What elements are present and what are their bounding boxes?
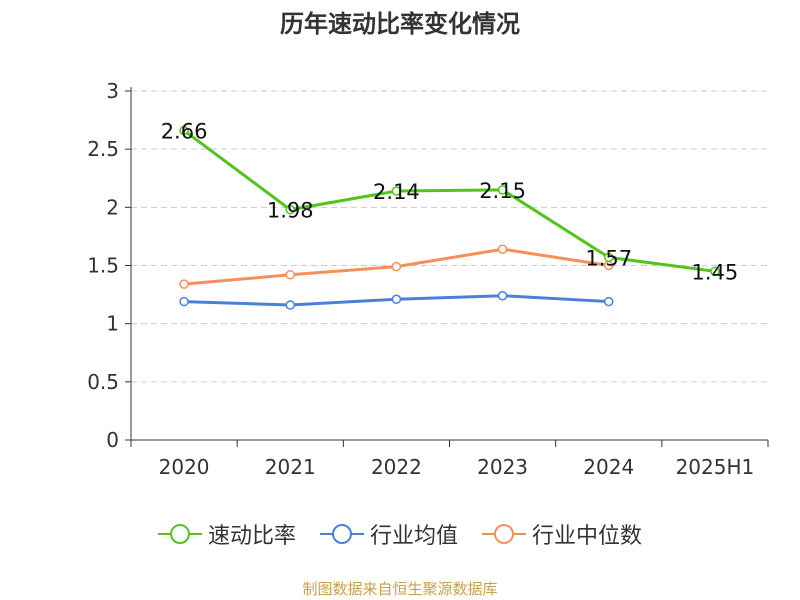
y-tick-label: 1.5 [87, 254, 119, 278]
legend: 速动比率 行业均值 行业中位数 [0, 518, 800, 550]
source-note: 制图数据来自恒生聚源数据库 [302, 580, 498, 598]
legend-marker-quick-ratio [157, 524, 202, 544]
legend-marker-industry-median [482, 524, 526, 544]
chart-title: 历年速动比率变化情况 [280, 10, 520, 38]
data-point [497, 244, 508, 254]
grid-lines [131, 90, 768, 383]
x-tick-label: 2021 [265, 455, 316, 479]
data-label: 1.98 [267, 199, 314, 223]
data-point [285, 300, 295, 310]
y-tick-label: 3 [106, 79, 119, 103]
x-tick-label: 2022 [371, 455, 422, 479]
legend-marker-industry-mean [319, 524, 364, 544]
legend-item-industry-median[interactable]: 行业中位数 [482, 518, 642, 550]
data-point [604, 296, 614, 307]
data-point [285, 204, 295, 215]
legend-item-industry-mean[interactable]: 行业均值 [319, 518, 458, 550]
y-tick-label: 1 [106, 312, 119, 336]
data-point [497, 290, 508, 301]
y-tick-label: 2 [106, 195, 119, 219]
data-point [285, 270, 295, 280]
series-line [183, 129, 716, 273]
legend-label: 行业中位数 [532, 524, 643, 549]
x-tick-label: 2024 [583, 455, 634, 479]
data-point [391, 186, 402, 196]
data-label: 2.66 [161, 120, 208, 144]
data-label: 1.57 [585, 246, 632, 270]
x-tick-label: 2020 [159, 455, 210, 479]
data-point [391, 261, 402, 272]
legend-item-quick-ratio[interactable]: 速动比率 [157, 518, 296, 550]
x-tick-labels: 2020 2021 2022 2023 2024 2025H1 [159, 455, 755, 479]
data-point [497, 185, 508, 195]
y-tick-labels: 0 0.5 1 1.5 2 2.5 3 [87, 79, 119, 452]
series-layer [179, 125, 720, 310]
legend-label: 速动比率 [207, 524, 296, 549]
y-tick-label: 0 [106, 428, 119, 452]
data-label: 2.15 [479, 179, 526, 203]
axes [125, 87, 769, 447]
data-point [179, 296, 189, 307]
x-tick-label: 2023 [477, 455, 528, 479]
y-tick-label: 0.5 [87, 370, 119, 394]
data-labels: 2.66 1.98 2.14 2.15 1.57 1.45 [161, 120, 739, 285]
data-point [391, 294, 402, 304]
y-tick-label: 2.5 [87, 137, 119, 161]
data-point [179, 279, 189, 289]
data-label: 1.45 [692, 260, 739, 284]
data-point [604, 252, 614, 263]
data-label: 2.14 [373, 180, 420, 204]
legend-label: 行业均值 [369, 524, 458, 549]
x-tick-label: 2025H1 [676, 455, 755, 479]
data-point [179, 125, 189, 136]
data-point [710, 266, 720, 277]
